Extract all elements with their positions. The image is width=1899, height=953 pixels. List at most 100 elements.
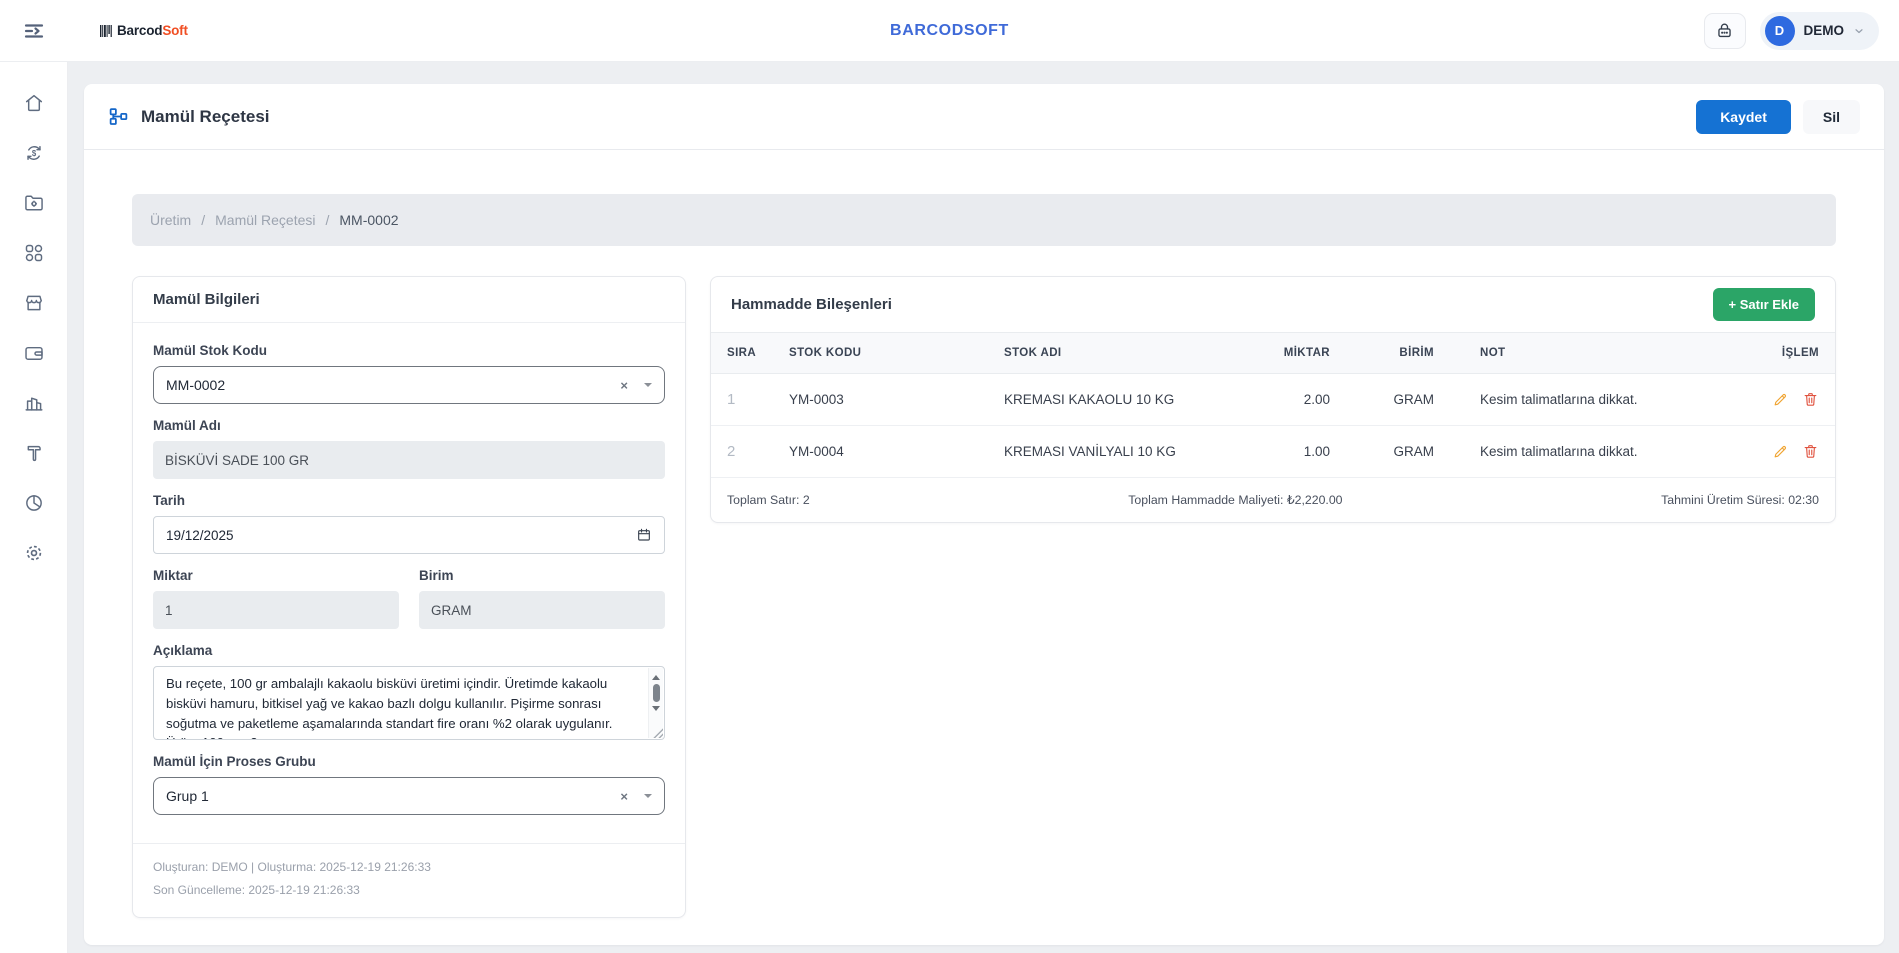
storefront-icon	[23, 292, 45, 314]
process-group-value: Grup 1	[166, 788, 209, 804]
exchange-dollar-icon: $	[23, 142, 45, 164]
row-unit: GRAM	[1346, 425, 1450, 478]
breadcrumb-separator: /	[201, 212, 206, 228]
app-title: BARCODSOFT	[890, 21, 1009, 39]
date-label: Tarih	[153, 493, 186, 508]
hammer-icon	[23, 442, 45, 464]
lock-button[interactable]	[1703, 12, 1746, 49]
svg-text:$: $	[31, 149, 36, 158]
row-quantity: 2.00	[1218, 373, 1346, 426]
recipe-sitemap-icon	[108, 106, 129, 127]
row-stock-code: YM-0004	[773, 425, 988, 478]
row-unit: GRAM	[1346, 373, 1450, 426]
description-label: Açıklama	[153, 643, 213, 658]
sidebar-item-reports[interactable]	[10, 478, 58, 528]
sidebar-item-folder-settings[interactable]	[10, 178, 58, 228]
sidebar-item-wallet[interactable]	[10, 328, 58, 378]
table-row: 2 YM-0004 KREMASI VANİLYALI 10 KG 1.00 G…	[711, 425, 1835, 478]
scrollbar-thumb[interactable]	[652, 684, 660, 702]
sidebar-item-store[interactable]	[10, 278, 58, 328]
scroll-down-icon[interactable]	[652, 706, 660, 715]
row-stock-code: YM-0003	[773, 373, 988, 426]
avatar: D	[1764, 15, 1795, 46]
app-logo: BarcodSoft	[100, 23, 188, 38]
scroll-up-icon[interactable]	[652, 671, 660, 680]
estimated-time: Tahmini Üretim Süresi: 02:30	[1661, 493, 1819, 507]
clear-icon[interactable]: ×	[620, 377, 628, 393]
product-info-card: Mamül Bilgileri Mamül Stok Kodu MM-0002 …	[132, 276, 686, 918]
user-name: DEMO	[1803, 23, 1845, 38]
pencil-icon	[1772, 391, 1789, 408]
breadcrumb-link-uretim[interactable]: Üretim	[150, 212, 192, 228]
save-button[interactable]: Kaydet	[1696, 99, 1791, 134]
add-row-button[interactable]: + Satır Ekle	[1712, 288, 1815, 321]
edit-row-button[interactable]	[1772, 443, 1789, 460]
barcode-icon	[100, 24, 113, 37]
quantity-field: 1	[153, 591, 399, 629]
folder-gear-icon	[23, 192, 45, 214]
pencil-icon	[1772, 443, 1789, 460]
trash-icon	[1802, 443, 1819, 460]
col-islem: İŞLEM	[1715, 332, 1835, 374]
product-name-label: Mamül Adı	[153, 418, 221, 433]
trash-icon	[1802, 391, 1819, 408]
textarea-scrollbar[interactable]	[648, 668, 663, 738]
clear-icon[interactable]: ×	[620, 788, 628, 804]
components-card-title: Hammadde Bileşenleri	[731, 296, 892, 313]
lock-icon	[1715, 21, 1734, 40]
unit-field: GRAM	[419, 591, 665, 629]
menu-toggle-button[interactable]	[14, 11, 54, 51]
description-text: Bu reçete, 100 gr ambalajlı kakaolu bisk…	[166, 676, 613, 739]
row-index: 1	[711, 373, 773, 426]
date-value: 19/12/2025	[166, 527, 234, 543]
pie-chart-icon	[23, 492, 45, 514]
select-caret-icon	[644, 794, 652, 802]
delete-row-button[interactable]	[1802, 391, 1819, 408]
col-stok-adi: STOK ADI	[988, 332, 1218, 374]
delete-row-button[interactable]	[1802, 443, 1819, 460]
select-caret-icon	[644, 383, 652, 391]
row-stock-name: KREMASI KAKAOLU 10 KG	[988, 373, 1218, 426]
edit-row-button[interactable]	[1772, 391, 1789, 408]
calendar-icon[interactable]	[636, 527, 652, 543]
meta-created: Oluşturan: DEMO | Oluşturma: 2025-12-19 …	[153, 860, 431, 874]
sidebar-item-apps[interactable]	[10, 228, 58, 278]
resize-handle-icon[interactable]	[652, 727, 663, 738]
content-panel: Mamül Reçetesi Kaydet Sil Üretim / Mamül…	[84, 84, 1884, 945]
breadcrumb-link-mamul-recetesi[interactable]: Mamül Reçetesi	[215, 212, 316, 228]
table-footer: Toplam Satır: 2 Toplam Hammadde Maliyeti…	[711, 478, 1835, 522]
hamburger-icon	[22, 19, 46, 43]
stock-code-label: Mamül Stok Kodu	[153, 343, 267, 358]
process-group-select[interactable]: Grup 1 ×	[153, 777, 665, 815]
breadcrumb: Üretim / Mamül Reçetesi / MM-0002	[132, 194, 1836, 246]
apps-grid-icon	[23, 242, 45, 264]
col-miktar: MİKTAR	[1218, 332, 1346, 374]
sidebar: $	[0, 62, 68, 953]
topbar: BarcodSoft BARCODSOFT D DEMO	[0, 0, 1899, 62]
col-not: NOT	[1450, 332, 1715, 374]
sidebar-item-settings[interactable]	[10, 528, 58, 578]
total-rows: Toplam Satır: 2	[727, 493, 810, 507]
product-meta: Oluşturan: DEMO | Oluşturma: 2025-12-19 …	[133, 843, 685, 917]
product-name-field: BİSKÜVİ SADE 100 GR	[153, 441, 665, 479]
stock-code-value: MM-0002	[166, 377, 226, 393]
sidebar-item-exchange[interactable]: $	[10, 128, 58, 178]
chevron-down-icon	[1853, 25, 1865, 37]
sidebar-item-home[interactable]	[10, 78, 58, 128]
table-row: 1 YM-0003 KREMASI KAKAOLU 10 KG 2.00 GRA…	[711, 373, 1835, 426]
delete-button[interactable]: Sil	[1802, 99, 1860, 134]
sidebar-item-tools[interactable]	[10, 428, 58, 478]
breadcrumb-current: MM-0002	[339, 212, 399, 228]
col-sira: SIRA	[711, 332, 773, 374]
buildings-icon	[23, 392, 45, 414]
col-birim: BİRİM	[1346, 332, 1450, 374]
row-note: Kesim talimatlarına dikkat.	[1450, 373, 1715, 426]
stock-code-select[interactable]: MM-0002 ×	[153, 366, 665, 404]
total-cost: Toplam Hammadde Maliyeti: ₺2,220.00	[1128, 493, 1343, 507]
row-quantity: 1.00	[1218, 425, 1346, 478]
date-input[interactable]: 19/12/2025	[153, 516, 665, 554]
description-textarea[interactable]: Bu reçete, 100 gr ambalajlı kakaolu bisk…	[153, 666, 665, 740]
sidebar-item-buildings[interactable]	[10, 378, 58, 428]
product-card-title: Mamül Bilgileri	[153, 291, 260, 308]
user-menu[interactable]: D DEMO	[1759, 11, 1879, 50]
